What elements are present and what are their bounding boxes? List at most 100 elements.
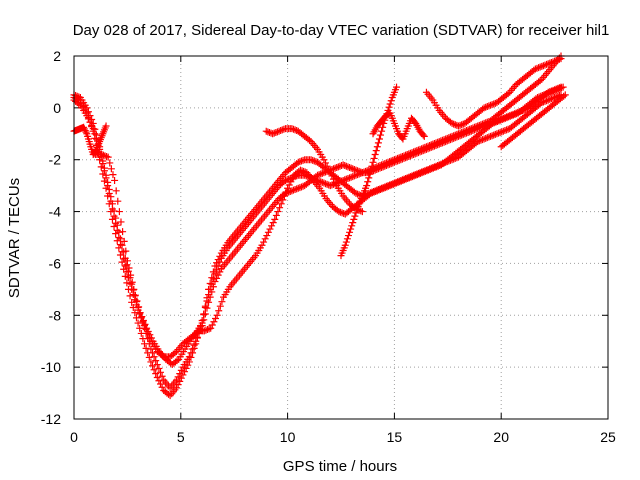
data-point xyxy=(430,140,438,148)
data-points xyxy=(70,52,569,400)
x-tick-label: 10 xyxy=(280,429,296,445)
data-point xyxy=(89,125,97,133)
data-point xyxy=(373,187,381,195)
data-point xyxy=(395,154,403,162)
data-point xyxy=(551,57,559,65)
data-point xyxy=(101,152,109,160)
data-point xyxy=(140,340,148,348)
data-point xyxy=(176,377,184,385)
data-point xyxy=(474,122,482,130)
data-point xyxy=(385,103,393,111)
data-point xyxy=(511,110,519,118)
data-point xyxy=(100,167,108,175)
data-point xyxy=(261,235,269,243)
data-point xyxy=(145,353,153,361)
data-point xyxy=(373,143,381,151)
data-point xyxy=(537,92,545,100)
data-point xyxy=(549,58,557,66)
x-tick-label: 0 xyxy=(70,429,78,445)
data-point xyxy=(366,170,374,178)
data-point xyxy=(378,127,386,135)
data-point xyxy=(158,383,166,391)
data-point xyxy=(119,228,127,236)
data-point xyxy=(355,191,363,199)
data-point xyxy=(456,121,464,129)
data-point xyxy=(81,127,89,135)
data-point xyxy=(333,163,341,171)
data-point xyxy=(127,271,135,279)
data-point xyxy=(544,96,552,104)
data-point xyxy=(296,184,304,192)
data-point xyxy=(144,349,152,357)
data-point xyxy=(498,116,506,124)
data-point xyxy=(392,155,400,163)
data-point xyxy=(443,134,451,142)
data-point xyxy=(483,134,491,142)
data-point xyxy=(136,309,144,317)
data-point xyxy=(560,92,568,100)
data-point xyxy=(113,237,121,245)
data-point xyxy=(407,173,415,181)
data-point xyxy=(165,390,173,398)
data-point xyxy=(112,187,120,195)
data-point xyxy=(501,114,509,122)
data-point xyxy=(543,90,551,98)
data-point xyxy=(318,178,326,186)
data-point xyxy=(114,197,122,205)
data-point xyxy=(431,163,439,171)
data-point xyxy=(490,119,498,127)
y-tick-label: -2 xyxy=(49,152,62,168)
data-point xyxy=(500,115,508,123)
data-point xyxy=(100,177,108,185)
data-point xyxy=(218,298,226,306)
data-point xyxy=(454,122,462,130)
data-point xyxy=(394,154,402,162)
data-point xyxy=(322,180,330,188)
data-point xyxy=(84,115,92,123)
x-axis-label: GPS time / hours xyxy=(283,458,397,475)
data-point xyxy=(123,257,131,265)
data-point xyxy=(277,200,285,208)
data-point xyxy=(504,90,512,98)
data-point xyxy=(536,77,544,85)
data-point xyxy=(334,163,342,171)
data-point xyxy=(397,153,405,161)
data-point xyxy=(420,132,428,140)
data-point xyxy=(277,127,285,135)
data-point xyxy=(451,121,459,129)
data-point xyxy=(92,147,100,155)
data-point xyxy=(487,101,495,109)
data-point xyxy=(139,316,147,324)
data-point xyxy=(150,353,158,361)
y-tick-label: -8 xyxy=(49,307,62,323)
data-point xyxy=(474,138,482,146)
data-point xyxy=(326,169,334,177)
data-point xyxy=(173,384,181,392)
data-point xyxy=(545,89,553,97)
data-point xyxy=(207,324,215,332)
data-point xyxy=(506,112,514,120)
data-point xyxy=(508,112,516,120)
data-point xyxy=(485,133,493,141)
data-point xyxy=(122,247,130,255)
data-point xyxy=(157,368,165,376)
data-point xyxy=(300,167,308,175)
data-point xyxy=(271,215,279,223)
data-point xyxy=(410,172,418,180)
data-point xyxy=(349,219,357,227)
data-point xyxy=(291,126,299,134)
data-point xyxy=(153,361,161,369)
data-point xyxy=(275,127,283,135)
data-point xyxy=(320,156,328,164)
x-tick-label: 20 xyxy=(493,429,509,445)
data-point xyxy=(110,222,118,230)
data-point xyxy=(136,324,144,332)
data-point xyxy=(147,358,155,366)
data-point xyxy=(492,118,500,126)
data-point xyxy=(144,327,152,335)
data-point xyxy=(464,126,472,134)
data-point xyxy=(152,370,160,378)
data-point xyxy=(369,189,377,197)
data-point xyxy=(177,366,185,374)
data-point xyxy=(181,368,189,376)
